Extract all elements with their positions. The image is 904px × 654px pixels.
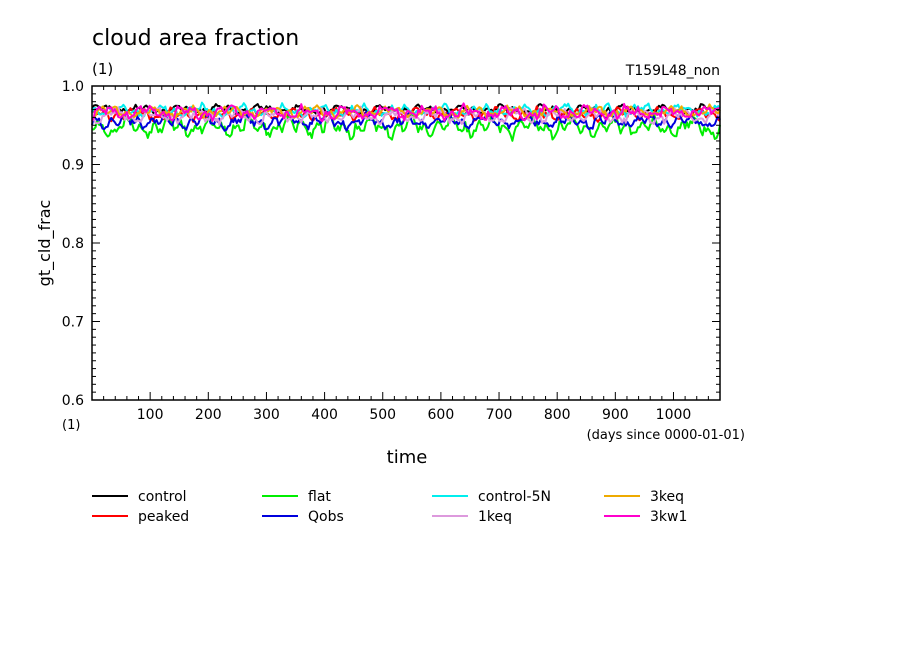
series-line-3kw1: [91, 102, 721, 123]
legend-label: control: [138, 489, 187, 505]
y-tick-label: 0.7: [62, 315, 84, 331]
series-line-flat: [91, 112, 721, 142]
x-tick-label: 400: [311, 407, 338, 423]
legend-item-flat: flat: [262, 489, 331, 505]
legend-item-peaked: peaked: [92, 509, 189, 525]
axes: 100 200 300 400 500 600 700 800 900 1000 0.6 0.7 0.8…: [62, 79, 721, 423]
x-tick-label: 300: [253, 407, 280, 423]
y-tick-label: 0.6: [62, 393, 84, 409]
x-tick-label: 500: [369, 407, 396, 423]
chart-title: cloud area fraction: [92, 26, 299, 51]
x-tick-label: 800: [544, 407, 571, 423]
legend: control peaked flat Qobs control-5N 1keq 3keq 3…: [92, 489, 687, 525]
x-tick-label: 900: [602, 407, 629, 423]
x-tick-label: 600: [428, 407, 455, 423]
legend-item-3kw1: 3kw1: [604, 509, 687, 525]
y-units-label: (1): [62, 418, 80, 433]
legend-label: 3kw1: [650, 509, 687, 525]
units-label: (1): [92, 60, 113, 78]
legend-item-Qobs: Qobs: [262, 509, 344, 525]
x-tick-label: 200: [195, 407, 222, 423]
legend-label: 3keq: [650, 489, 684, 505]
y-axis-label: gt_cld_frac: [35, 200, 55, 287]
x-tick-label: 700: [486, 407, 513, 423]
x-axis-label: time: [387, 447, 428, 468]
legend-item-control-5N: control-5N: [432, 489, 551, 505]
series-lines: [91, 101, 721, 142]
legend-item-control: control: [92, 489, 187, 505]
y-tick-label: 1.0: [62, 79, 84, 95]
y-tick-label: 0.8: [62, 236, 84, 252]
legend-label: Qobs: [308, 509, 344, 525]
legend-label: control-5N: [478, 489, 551, 505]
y-tick-label: 0.9: [62, 158, 84, 174]
legend-item-3keq: 3keq: [604, 489, 684, 505]
legend-label: 1keq: [478, 509, 512, 525]
x-tick-label: 100: [137, 407, 164, 423]
x-tick-label: 1000: [656, 407, 692, 423]
legend-label: flat: [308, 489, 331, 505]
legend-label: peaked: [138, 509, 189, 525]
legend-item-1keq: 1keq: [432, 509, 512, 525]
x-units-label: (days since 0000-01-01): [587, 428, 745, 443]
run-label: T159L48_non: [625, 63, 720, 79]
